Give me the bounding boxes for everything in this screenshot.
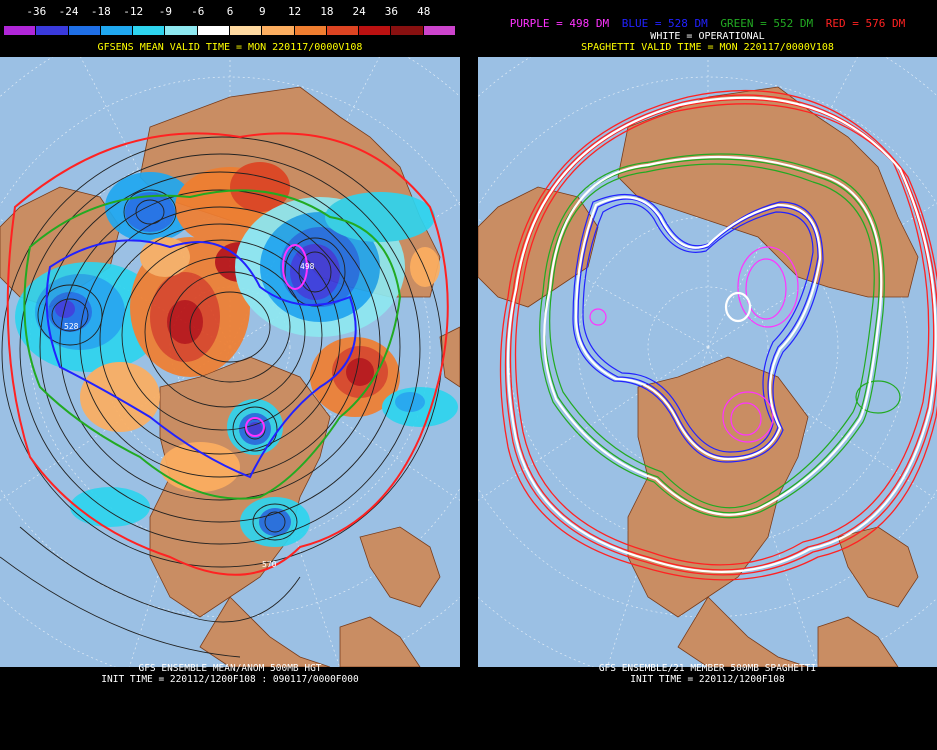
spaghetti-footer-line2: INIT TIME = 220112/1200F108: [630, 674, 785, 685]
operational-legend: WHITE = OPERATIONAL: [650, 31, 765, 42]
colorbar-swatch: [423, 26, 456, 35]
colorbar-swatch: [133, 26, 166, 35]
mean-valid-time-title: GFSENS MEAN VALID TIME = MON 220117/0000…: [97, 42, 363, 53]
colorbar-swatch: [197, 26, 230, 35]
contour-label-570: 570: [262, 560, 277, 569]
red-576-contours: [499, 89, 937, 581]
colorbar-swatch: [391, 26, 424, 35]
colorbar-label: -6: [191, 5, 205, 18]
colorbar-swatch: [4, 26, 37, 35]
legend-green: GREEN = 552 DM: [720, 17, 814, 30]
colorbar-swatch: [36, 26, 69, 35]
legend-red: RED = 576 DM: [825, 17, 906, 30]
colorbar-labels: -36 -24 -18 -12 -9 -6 6 9 12 18 24 36 48: [4, 4, 456, 18]
contour-label-528: 528: [64, 322, 79, 331]
colorbar-label: -24: [58, 5, 79, 18]
colorbar-swatch: [294, 26, 327, 35]
spaghetti-panel: PURPLE = 498 DM BLUE = 528 DM GREEN = 55…: [478, 0, 937, 750]
spaghetti-map: [478, 57, 937, 667]
contour-label-498: 498: [300, 262, 315, 271]
spaghetti-valid-time-title: SPAGHETTI VALID TIME = MON 220117/0000V1…: [581, 42, 834, 53]
operational-contours: [506, 96, 937, 573]
colorbar-swatch: [326, 26, 360, 35]
colorbar-swatch: [359, 26, 392, 35]
mean-footer-line2: INIT TIME = 220112/1200F108 : 090117/000…: [101, 674, 359, 685]
colorbar-swatches: [4, 26, 456, 35]
landmasses: [478, 86, 919, 667]
legend-blue: BLUE = 528 DM: [621, 17, 708, 30]
ensemble-mean-panel: -36 -24 -18 -12 -9 -6 6 9 12 18 24 36 48 GFSENS MEAN…: [0, 0, 460, 750]
colorbar-swatch: [262, 26, 295, 35]
anomaly-colorbar: -36 -24 -18 -12 -9 -6 6 9 12 18 24 36 48: [4, 4, 456, 35]
colorbar-label: -36: [26, 5, 47, 18]
purple-498-contours: [589, 246, 799, 443]
colorbar-swatch: [68, 26, 101, 35]
colorbar-label: 24: [352, 5, 366, 18]
colorbar-label: 18: [320, 5, 334, 18]
colorbar-label: 9: [258, 5, 266, 18]
height-contours: [0, 136, 443, 658]
legend-purple: PURPLE = 498 DM: [509, 17, 610, 30]
key-contours: [6, 132, 449, 576]
colorbar-swatch: [100, 26, 134, 35]
colorbar-swatch: [229, 26, 263, 35]
green-552-contours: [539, 153, 901, 519]
colorbar-label: -12: [123, 5, 144, 18]
mean-footer-line1: GFS ENSEMBLE MEAN/ANOM 500MB HGT: [138, 663, 322, 674]
colorbar-label: -9: [158, 5, 173, 18]
mean-anomaly-map: 498 528 570: [0, 57, 460, 667]
spaghetti-legend: PURPLE = 498 DM BLUE = 528 DM GREEN = 55…: [478, 18, 937, 30]
colorbar-label: 6: [226, 5, 234, 18]
anomaly-shading: [15, 162, 458, 547]
colorbar-label: 36: [384, 5, 399, 18]
colorbar-label: 48: [417, 5, 431, 18]
colorbar-label: 12: [287, 5, 302, 18]
contour-labels: 498 528 570: [64, 262, 315, 569]
spaghetti-map-svg: [478, 57, 937, 667]
mean-anomaly-map-svg: 498 528 570: [0, 57, 460, 667]
spaghetti-footer-line1: GFS ENSEMBLE/21 MEMBER 500MB SPAGHETTI: [598, 663, 817, 674]
colorbar-label: -18: [90, 5, 111, 18]
colorbar-swatch: [165, 26, 198, 35]
